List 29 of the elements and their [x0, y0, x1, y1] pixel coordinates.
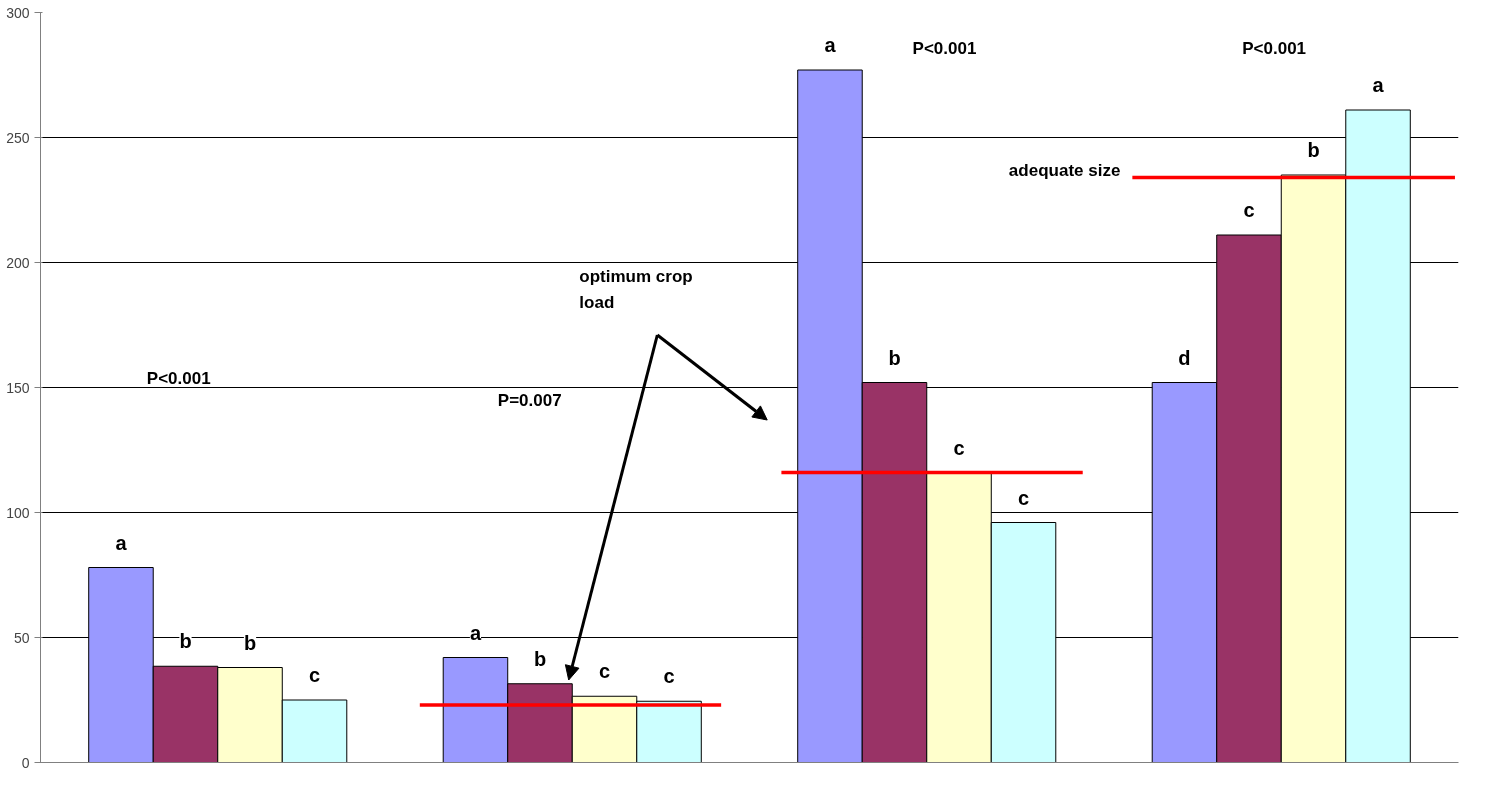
data-label: a	[115, 531, 128, 554]
annotation: P<0.001	[146, 368, 211, 388]
data-label: b	[1307, 139, 1320, 161]
ref-line-label: adequate size	[1008, 160, 1121, 180]
y-tick-label: 50	[13, 629, 30, 646]
annotation: P<0.001	[1242, 38, 1307, 58]
data-label: c	[663, 665, 675, 688]
y-tick-label: 250	[6, 129, 30, 146]
data-label: c	[1017, 486, 1030, 509]
data-label: a	[824, 34, 837, 56]
y-tick-label: 100	[6, 504, 30, 521]
data-label: a	[469, 621, 482, 644]
data-label: c	[598, 660, 611, 683]
y-tick-label: 0	[21, 754, 30, 771]
data-label: c	[1243, 199, 1255, 221]
data-label: b	[179, 630, 192, 653]
data-label: b	[533, 647, 547, 670]
y-tick-label: 300	[6, 4, 30, 21]
annotation: P=0.007	[497, 391, 562, 410]
annotation: optimum crop load	[579, 266, 693, 313]
data-label: d	[1178, 346, 1191, 369]
y-tick-label: 150	[6, 379, 30, 396]
annotation: P<0.001	[912, 38, 977, 58]
data-label: b	[888, 346, 901, 369]
data-label: a	[1372, 74, 1385, 96]
data-label: c	[308, 664, 321, 686]
y-tick-label: 200	[6, 254, 30, 271]
data-label: c	[953, 436, 965, 459]
data-label: b	[243, 631, 257, 654]
